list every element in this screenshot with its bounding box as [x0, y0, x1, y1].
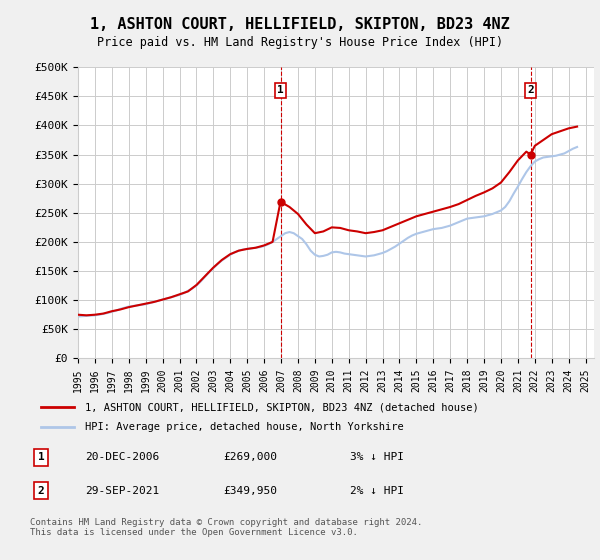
Text: 1, ASHTON COURT, HELLIFIELD, SKIPTON, BD23 4NZ: 1, ASHTON COURT, HELLIFIELD, SKIPTON, BD… [90, 17, 510, 32]
Text: 3% ↓ HPI: 3% ↓ HPI [350, 452, 404, 462]
Text: 20-DEC-2006: 20-DEC-2006 [85, 452, 160, 462]
Text: 1: 1 [277, 86, 284, 96]
Text: 1: 1 [38, 452, 44, 462]
Text: 2% ↓ HPI: 2% ↓ HPI [350, 486, 404, 496]
Text: HPI: Average price, detached house, North Yorkshire: HPI: Average price, detached house, Nort… [85, 422, 404, 432]
Text: 29-SEP-2021: 29-SEP-2021 [85, 486, 160, 496]
Text: Price paid vs. HM Land Registry's House Price Index (HPI): Price paid vs. HM Land Registry's House … [97, 36, 503, 49]
Text: 2: 2 [38, 486, 44, 496]
Text: Contains HM Land Registry data © Crown copyright and database right 2024.
This d: Contains HM Land Registry data © Crown c… [30, 518, 422, 538]
Text: £269,000: £269,000 [223, 452, 277, 462]
Text: £349,950: £349,950 [223, 486, 277, 496]
Text: 1, ASHTON COURT, HELLIFIELD, SKIPTON, BD23 4NZ (detached house): 1, ASHTON COURT, HELLIFIELD, SKIPTON, BD… [85, 402, 479, 412]
Text: 2: 2 [527, 86, 534, 96]
